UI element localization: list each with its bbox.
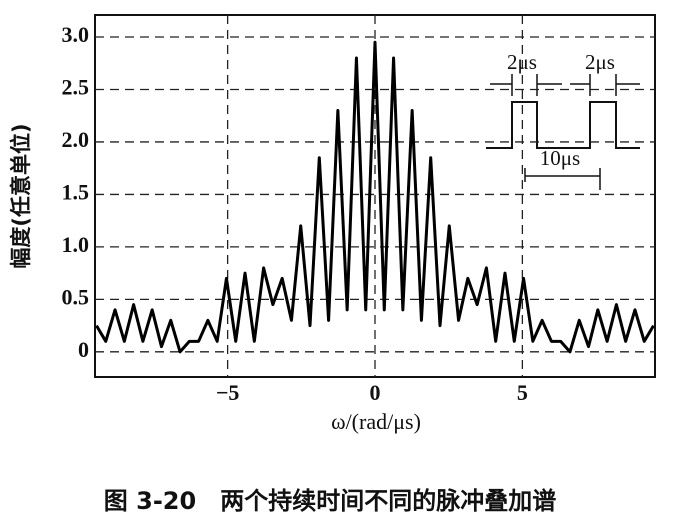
pulse-diagram (486, 101, 640, 149)
y-tick-label: 1.5 (62, 179, 90, 204)
y-tick-label: 2.5 (62, 75, 90, 100)
y-axis-label: 幅度(任意单位) (9, 123, 33, 268)
y-tick-label: 0.5 (62, 284, 90, 309)
width-arrows (490, 74, 640, 96)
x-tick-label: 0 (370, 380, 381, 405)
y-tick-label: 0 (78, 337, 89, 362)
x-tick-label: −5 (216, 380, 240, 405)
annotation: 10μs (540, 146, 580, 170)
x-axis-label: ω/(rad/μs) (331, 409, 421, 434)
caption: 图 3-20 两个持续时间不同的脉冲叠加谱 (104, 487, 556, 515)
spectrum-line (95, 40, 655, 354)
y-tick-label: 1.0 (62, 232, 90, 257)
annotation: 2μs (585, 50, 615, 74)
inset (486, 74, 640, 190)
y-tick-label: 3.0 (62, 22, 90, 47)
x-tick-label: 5 (517, 380, 528, 405)
spacing-arrow (524, 168, 601, 190)
y-tick-label: 2.0 (62, 127, 90, 152)
